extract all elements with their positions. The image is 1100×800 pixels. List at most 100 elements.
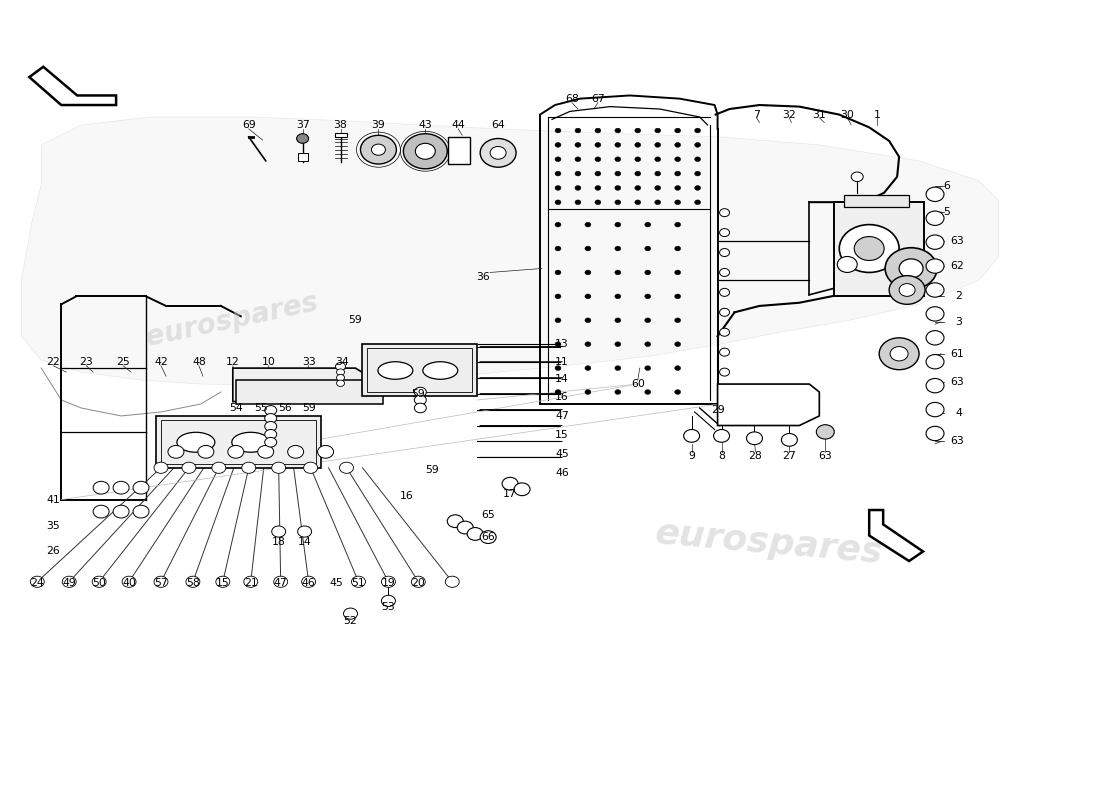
- Circle shape: [654, 200, 661, 205]
- Text: 33: 33: [301, 357, 316, 366]
- Circle shape: [595, 200, 601, 205]
- Circle shape: [926, 330, 944, 345]
- Circle shape: [575, 157, 581, 162]
- Circle shape: [556, 366, 561, 370]
- Circle shape: [343, 608, 358, 619]
- Circle shape: [113, 482, 129, 494]
- Circle shape: [837, 257, 857, 273]
- Circle shape: [182, 462, 196, 474]
- Circle shape: [684, 430, 700, 442]
- Circle shape: [926, 283, 944, 297]
- Circle shape: [654, 142, 661, 147]
- Text: 36: 36: [476, 272, 490, 282]
- Circle shape: [886, 248, 937, 289]
- Circle shape: [645, 294, 651, 298]
- Circle shape: [556, 342, 561, 346]
- Circle shape: [851, 172, 864, 182]
- Circle shape: [645, 222, 651, 227]
- Text: 14: 14: [556, 374, 569, 384]
- Circle shape: [556, 294, 561, 298]
- Text: 8: 8: [718, 451, 725, 461]
- Circle shape: [615, 200, 620, 205]
- Text: 44: 44: [451, 120, 465, 130]
- Circle shape: [198, 446, 213, 458]
- Circle shape: [855, 237, 884, 261]
- Circle shape: [879, 338, 920, 370]
- Text: 45: 45: [556, 450, 569, 459]
- Circle shape: [615, 171, 620, 176]
- Circle shape: [415, 403, 427, 413]
- Circle shape: [899, 284, 915, 296]
- Text: 16: 16: [556, 392, 569, 402]
- Text: 59: 59: [411, 389, 426, 398]
- Bar: [449, 137, 470, 164]
- Circle shape: [337, 369, 344, 375]
- Circle shape: [491, 146, 506, 159]
- Circle shape: [615, 270, 620, 275]
- Circle shape: [645, 390, 651, 394]
- Circle shape: [556, 128, 561, 133]
- Bar: [367, 348, 472, 392]
- Circle shape: [926, 306, 944, 321]
- Circle shape: [272, 462, 286, 474]
- Text: 62: 62: [950, 261, 964, 271]
- Circle shape: [94, 482, 109, 494]
- Circle shape: [468, 527, 483, 540]
- Circle shape: [168, 446, 184, 458]
- Polygon shape: [30, 66, 117, 105]
- Polygon shape: [21, 117, 999, 386]
- Text: 50: 50: [92, 578, 106, 588]
- Polygon shape: [717, 384, 820, 426]
- Text: 63: 63: [950, 378, 964, 387]
- Circle shape: [674, 294, 681, 298]
- Circle shape: [890, 346, 909, 361]
- Text: 59: 59: [426, 465, 439, 475]
- Circle shape: [615, 128, 620, 133]
- Polygon shape: [869, 510, 923, 561]
- Circle shape: [352, 576, 365, 587]
- Text: 38: 38: [333, 120, 348, 130]
- Circle shape: [585, 246, 591, 251]
- Circle shape: [585, 222, 591, 227]
- Circle shape: [719, 388, 729, 396]
- Text: 63: 63: [950, 437, 964, 446]
- Circle shape: [595, 142, 601, 147]
- Text: eurospares: eurospares: [143, 288, 320, 352]
- Circle shape: [719, 328, 729, 336]
- Circle shape: [926, 235, 944, 250]
- Circle shape: [595, 157, 601, 162]
- Circle shape: [216, 576, 230, 587]
- Text: 1: 1: [873, 110, 881, 119]
- Text: 48: 48: [192, 357, 206, 366]
- Text: 42: 42: [154, 357, 168, 366]
- Circle shape: [502, 478, 518, 490]
- Circle shape: [301, 576, 316, 587]
- Text: 55: 55: [254, 403, 267, 413]
- Circle shape: [674, 142, 681, 147]
- Text: 41: 41: [46, 495, 60, 506]
- Text: 31: 31: [813, 110, 826, 119]
- Circle shape: [31, 576, 44, 587]
- Circle shape: [446, 576, 459, 587]
- Circle shape: [265, 438, 277, 447]
- Circle shape: [926, 378, 944, 393]
- Circle shape: [272, 526, 286, 537]
- Circle shape: [575, 142, 581, 147]
- Circle shape: [926, 402, 944, 417]
- Circle shape: [575, 171, 581, 176]
- Circle shape: [297, 134, 309, 143]
- Circle shape: [63, 576, 76, 587]
- Circle shape: [719, 229, 729, 237]
- Text: 29: 29: [711, 405, 725, 414]
- Text: 11: 11: [556, 357, 569, 366]
- Text: 61: 61: [950, 349, 964, 358]
- Circle shape: [615, 390, 620, 394]
- Circle shape: [514, 483, 530, 496]
- Circle shape: [382, 595, 395, 606]
- Text: 5: 5: [944, 207, 950, 217]
- Text: 20: 20: [411, 578, 426, 588]
- Text: 63: 63: [818, 451, 833, 461]
- Text: 4: 4: [956, 408, 962, 418]
- Circle shape: [635, 142, 641, 147]
- Circle shape: [415, 395, 427, 405]
